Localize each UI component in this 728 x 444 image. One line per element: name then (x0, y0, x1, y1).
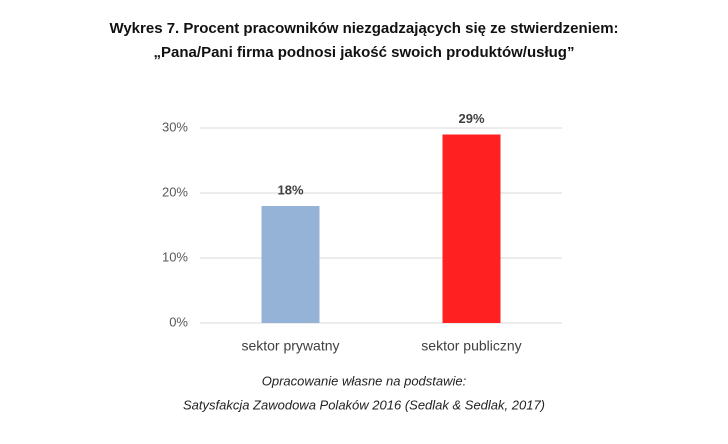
y-tick-label: 0% (169, 314, 188, 329)
chart-title: Wykres 7. Procent pracowników niezgadzaj… (109, 20, 618, 37)
bar (261, 206, 320, 323)
y-tick-label: 10% (162, 249, 188, 264)
bar (442, 134, 501, 323)
y-tick-label: 30% (162, 119, 188, 134)
value-label: 18% (277, 182, 303, 197)
x-tick-label: sektor prywatny (241, 338, 339, 354)
value-label: 29% (458, 111, 484, 126)
x-tick-label: sektor publiczny (421, 338, 521, 354)
chart-subtitle: „Pana/Pani firma podnosi jakość swoich p… (154, 44, 575, 61)
source-note: Opracowanie własne na podstawie: (262, 373, 467, 388)
y-tick-label: 20% (162, 184, 188, 199)
source-note: Satysfakcja Zawodowa Polaków 2016 (Sedla… (183, 397, 545, 412)
